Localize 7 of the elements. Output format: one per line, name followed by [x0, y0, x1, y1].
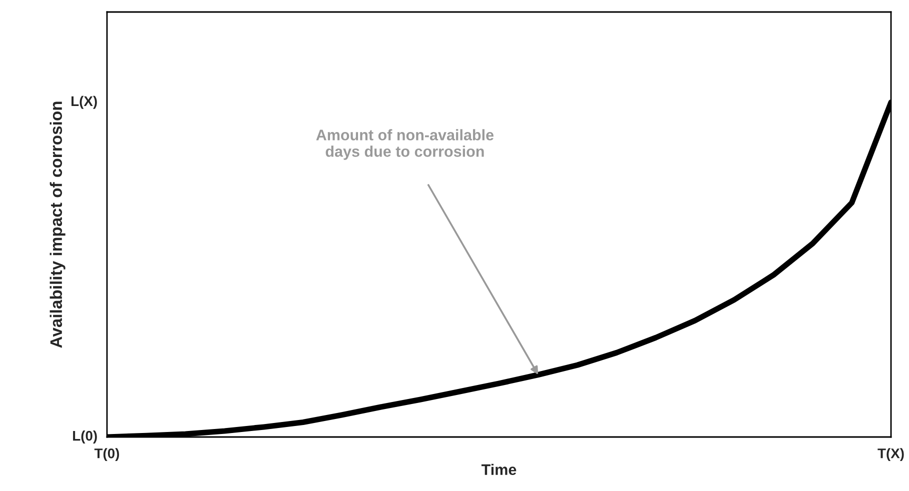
text: L(X)	[72, 96, 97, 109]
text: L(0)	[73, 430, 97, 444]
y-axis-title: Availability impact of corrosion	[50, 102, 66, 348]
x-axis-title: Time	[481, 464, 516, 476]
x-tick-label: T(X)	[878, 448, 904, 462]
x-tick-label: T(0)	[94, 448, 120, 462]
annotation: Amount of non-available days due to corrosion	[316, 129, 494, 160]
